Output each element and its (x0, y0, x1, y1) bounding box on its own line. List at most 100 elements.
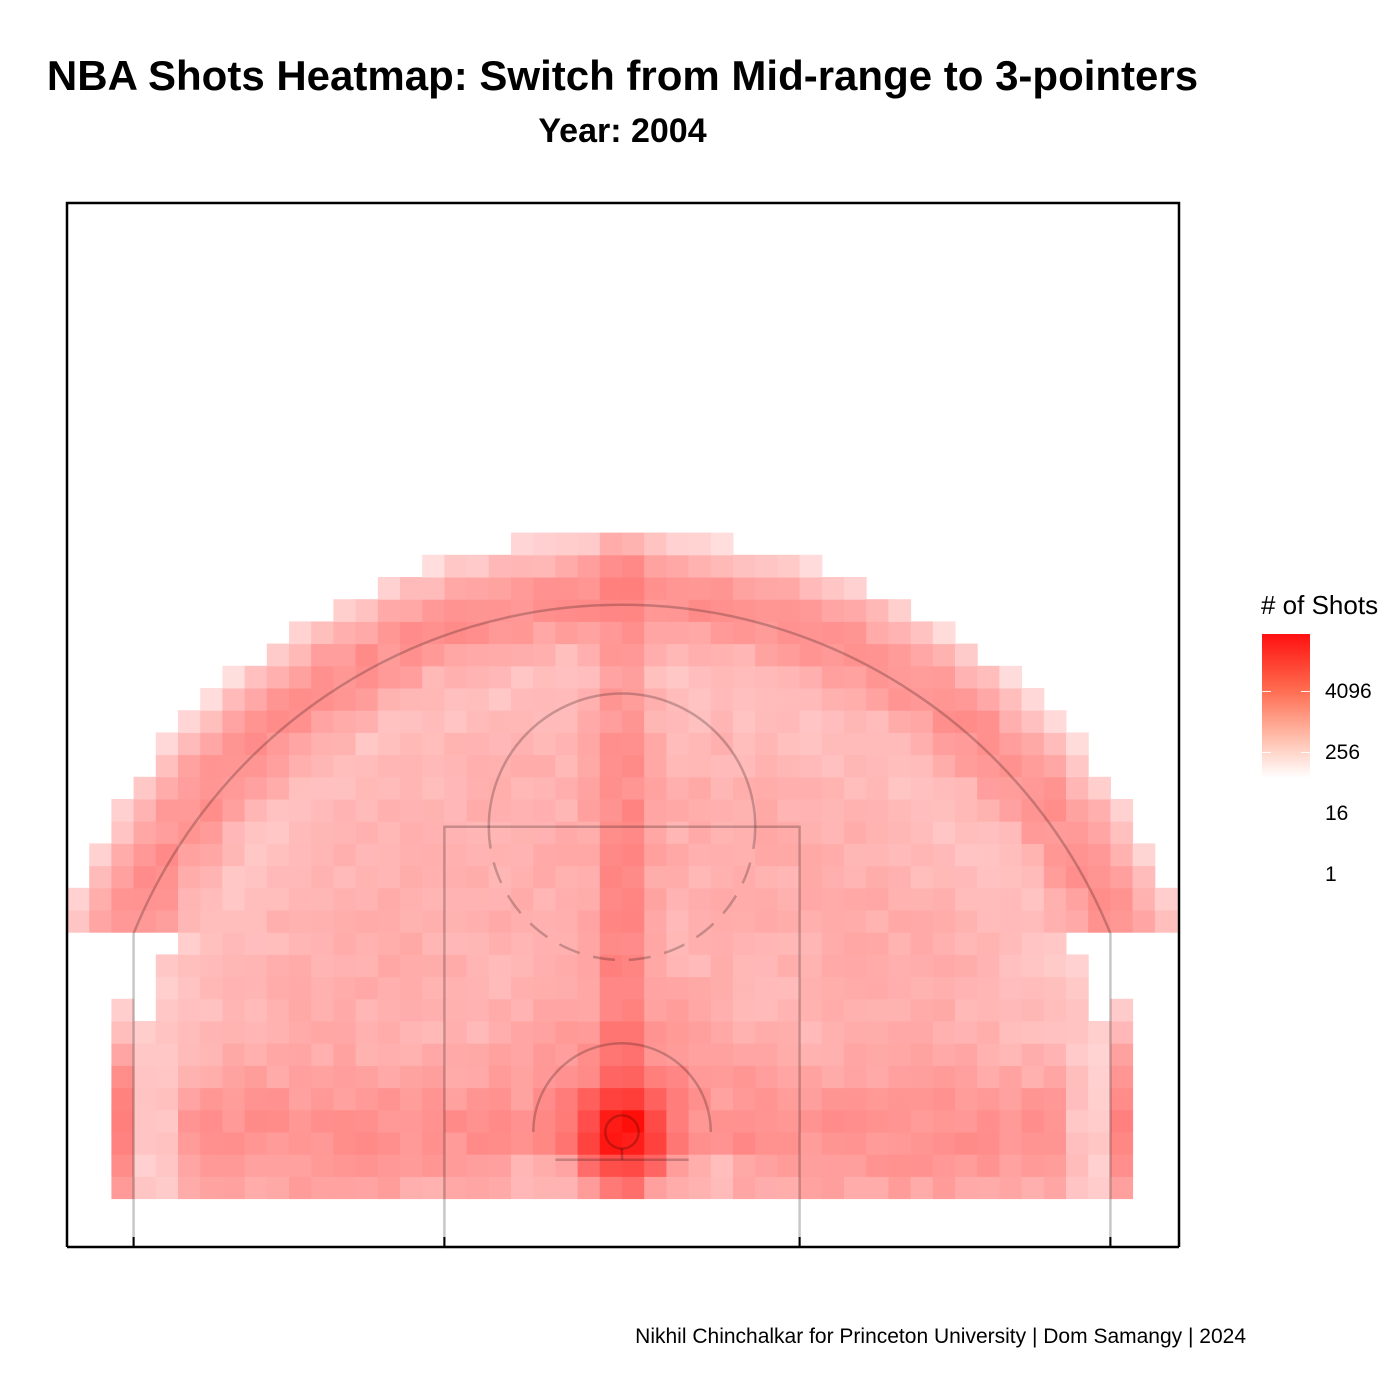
heatmap-cell (710, 732, 734, 756)
heatmap-cell (400, 1154, 423, 1177)
heatmap-cell (244, 887, 268, 911)
heatmap-cell (244, 910, 268, 933)
heatmap-cell (1088, 1065, 1111, 1089)
heatmap-cell (666, 599, 690, 622)
heatmap-cell (955, 998, 978, 1022)
heatmap-cell (377, 843, 401, 867)
heatmap-cell (244, 954, 268, 978)
heatmap-cell (977, 976, 1000, 1000)
heatmap-cell (488, 643, 512, 667)
heatmap-cell (755, 1021, 778, 1044)
heatmap-cell (222, 665, 246, 689)
heatmap-cell (311, 732, 334, 756)
heatmap-cell (466, 1043, 490, 1066)
legend-color-bar (1262, 634, 1310, 778)
heatmap-cell (222, 910, 246, 933)
heatmap-cell (422, 1087, 445, 1111)
heatmap-cell (222, 1065, 246, 1089)
heatmap-cell (599, 1043, 623, 1066)
heatmap-cell (444, 621, 468, 645)
heatmap-cell (488, 1065, 512, 1089)
heatmap-cell (844, 643, 867, 667)
heatmap-cell (511, 599, 534, 622)
heatmap-cell (133, 1176, 157, 1200)
heatmap-cell (710, 621, 734, 645)
heatmap-cell (511, 910, 534, 933)
heatmap-cell (133, 1109, 157, 1133)
heatmap-cell (1088, 1154, 1111, 1177)
heatmap-cell (311, 932, 334, 955)
heatmap-cell (533, 621, 556, 645)
heatmap-cell (111, 821, 135, 844)
heatmap-cell (932, 665, 956, 689)
heatmap-cell (311, 1043, 334, 1066)
heatmap-cell (422, 843, 445, 867)
heatmap-cell (289, 1176, 312, 1200)
heatmap-cell (178, 710, 201, 733)
heatmap-cell (777, 1176, 801, 1200)
heatmap-cell (422, 776, 445, 800)
heatmap-cell (688, 887, 712, 911)
heatmap-cell (400, 843, 423, 867)
heatmap-cell (1066, 1065, 1089, 1089)
heatmap-cell (577, 577, 601, 600)
heatmap-cell (844, 621, 867, 645)
heatmap-cell (755, 1043, 778, 1066)
heatmap-cell (866, 1087, 889, 1111)
heatmap-cell (311, 976, 334, 1000)
heatmap-cell (466, 577, 490, 600)
heatmap-cell (888, 665, 912, 689)
heatmap-cell (400, 799, 423, 822)
heatmap-cell (400, 887, 423, 911)
heatmap-cell (688, 710, 712, 733)
heatmap-cell (710, 799, 734, 822)
heatmap-cell (888, 621, 912, 645)
heatmap-cell (111, 887, 135, 911)
heatmap-cell (244, 1109, 268, 1133)
heatmap-cell (333, 821, 357, 844)
heatmap-cell (844, 1087, 867, 1111)
heatmap-cell (977, 776, 1000, 800)
heatmap-cell (977, 887, 1000, 911)
heatmap-cell (644, 1065, 667, 1089)
heatmap-cell (333, 976, 357, 1000)
heatmap-cell (755, 1109, 778, 1133)
heatmap-cell (733, 843, 756, 867)
heatmap-cell (888, 1154, 912, 1177)
heatmap-cell (821, 710, 845, 733)
heatmap-cell (710, 1176, 734, 1200)
heatmap-cell (266, 976, 290, 1000)
heatmap-cell (644, 1087, 667, 1111)
heatmap-cell (821, 621, 845, 645)
heatmap-cell (910, 976, 934, 1000)
heatmap-cell (444, 1087, 468, 1111)
heatmap-cell (466, 954, 490, 978)
heatmap-cell (577, 865, 601, 889)
heatmap-cell (644, 799, 667, 822)
heatmap-cell (377, 732, 401, 756)
heatmap-cell (266, 932, 290, 955)
heatmap-cell (266, 887, 290, 911)
heatmap-cell (932, 643, 956, 667)
heatmap-cell (844, 1065, 867, 1089)
heatmap-cell (1066, 865, 1089, 889)
heatmap-cell (311, 1065, 334, 1089)
chart-subtitle: Year: 2004 (538, 112, 707, 150)
heatmap-cell (955, 865, 978, 889)
heatmap-cell (622, 710, 645, 733)
heatmap-cell (511, 621, 534, 645)
heatmap-cell (666, 910, 690, 933)
heatmap-cell (999, 776, 1023, 800)
heatmap-cell (733, 1021, 756, 1044)
heatmap-cell (599, 910, 623, 933)
heatmap-cell (488, 865, 512, 889)
heatmap-cell (266, 1176, 290, 1200)
heatmap-cell (666, 1065, 690, 1089)
heatmap-cell (622, 665, 645, 689)
heatmap-cell (222, 865, 246, 889)
heatmap-cell (932, 910, 956, 933)
heatmap-cell (400, 621, 423, 645)
heatmap-cell (999, 1154, 1023, 1177)
heatmap-cell (688, 688, 712, 711)
heatmap-cell (377, 799, 401, 822)
